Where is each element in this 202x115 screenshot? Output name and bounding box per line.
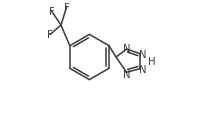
Text: N: N: [123, 43, 130, 53]
Text: N: N: [139, 49, 146, 59]
Text: N: N: [139, 65, 146, 75]
Text: N: N: [123, 69, 130, 79]
Text: H: H: [148, 57, 156, 67]
Text: F: F: [64, 3, 70, 12]
Text: F: F: [49, 7, 55, 17]
Text: F: F: [47, 30, 53, 40]
